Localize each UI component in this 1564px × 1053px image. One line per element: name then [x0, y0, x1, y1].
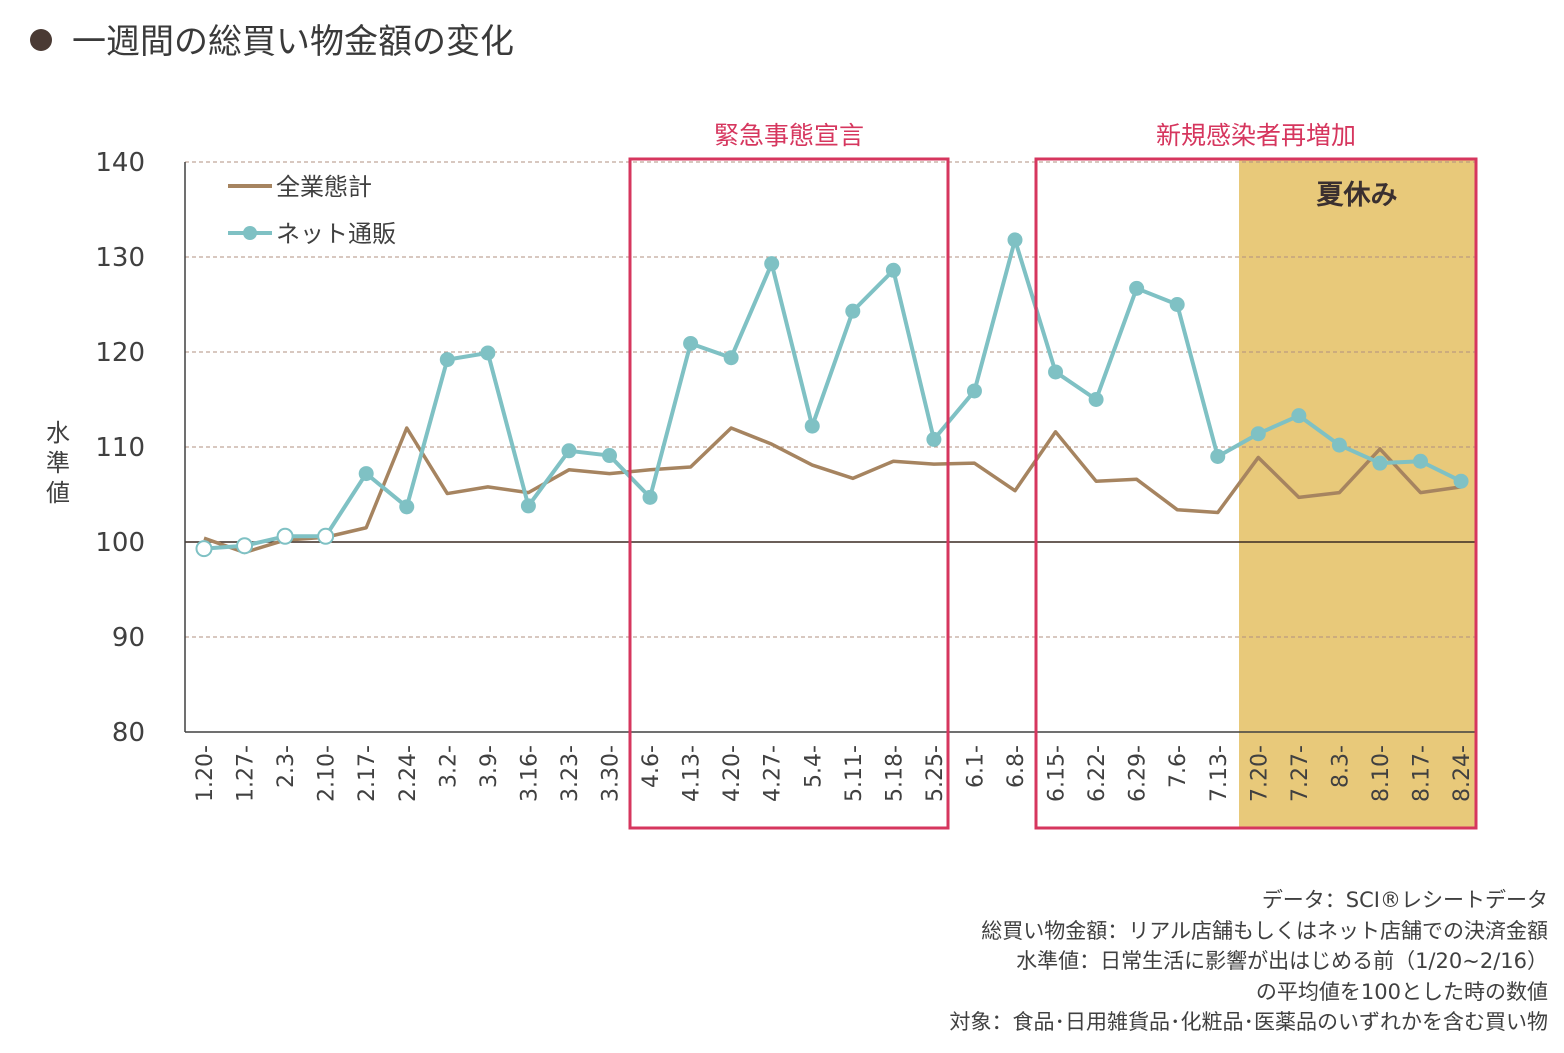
x-tick-label: 4.27-	[761, 745, 786, 802]
x-tick-label: 7.20-	[1247, 745, 1272, 802]
x-tick-label: 7.13-	[1207, 745, 1232, 802]
net-data-point	[683, 335, 699, 351]
axes: 80 90 100 110 120 130 140 1.20- 1.27- 2.3- 2.10- 2.…	[95, 148, 1476, 802]
net-data-point	[480, 345, 496, 361]
net-data-point	[1169, 297, 1185, 312]
legend-marker-net	[243, 226, 257, 240]
summer-shading	[1239, 159, 1476, 828]
resurgence-box	[1034, 157, 1478, 830]
note-line: データ：SCI®レシートデータ	[1261, 888, 1548, 912]
net-data-point	[602, 448, 617, 464]
net-data-point	[764, 256, 780, 272]
x-tick-label: 4.20-	[720, 745, 745, 802]
x-tick-label: 3.9-	[477, 745, 502, 788]
net-data-point	[926, 431, 942, 447]
x-tick-label: 8.3-	[1328, 745, 1353, 788]
net-data-point	[642, 489, 658, 505]
x-tick-label: 1.20-	[193, 745, 218, 802]
legend-label-net: ネット通販	[276, 220, 396, 248]
x-tick-label: 7.27-	[1288, 745, 1313, 802]
net-data-point	[1372, 455, 1388, 471]
chart-title: 一週間の総買い物金額の変化	[72, 22, 514, 62]
net-data-point	[195, 540, 213, 558]
y-tick-label: 100	[95, 528, 145, 558]
note-line: の平均値を100とした時の数値	[1255, 979, 1548, 1004]
x-tick-label: 5.11-	[842, 745, 867, 802]
y-axis-title-2: 準	[46, 449, 70, 477]
x-tick-label: 1.27-	[234, 745, 259, 802]
net-data-point	[885, 262, 901, 278]
summer-label: 夏休み	[1317, 180, 1398, 211]
net-data-point	[845, 303, 861, 319]
net-data-point	[439, 352, 455, 368]
y-tick-label: 90	[112, 623, 145, 653]
net-data-point	[276, 527, 294, 545]
net-data-point	[1210, 449, 1226, 464]
net-data-point	[1250, 426, 1266, 442]
series-line-net	[203, 237, 1462, 551]
x-tick-label: 6.29-	[1126, 745, 1151, 802]
net-data-point	[317, 527, 335, 545]
net-data-point	[1048, 364, 1064, 380]
series-line-all	[203, 426, 1462, 555]
net-data-point	[358, 466, 374, 482]
net-data-point	[1331, 437, 1347, 453]
y-tick-label: 140	[95, 148, 145, 178]
net-data-point	[1007, 232, 1023, 248]
x-tick-label: 8.24-	[1450, 745, 1475, 802]
x-tick-label: 2.17-	[355, 745, 380, 802]
grid-lines	[185, 161, 1476, 638]
y-tick-label: 120	[95, 338, 145, 368]
x-tick-label: 2.3-	[274, 745, 299, 788]
resurgence-label: 新規感染者再増加	[1156, 121, 1356, 150]
x-tick-label: 5.4-	[801, 745, 826, 788]
y-tick-label: 110	[95, 433, 145, 463]
y-axis-title-3: 値	[46, 479, 70, 507]
x-tick-label: 5.18-	[882, 745, 907, 802]
x-tick-label: 6.15-	[1045, 745, 1070, 802]
x-tick-label: 3.23-	[558, 745, 583, 802]
net-data-point	[236, 537, 254, 555]
title-bullet	[30, 29, 52, 51]
note-line: 水準値：日常生活に影響が出はじめる前（1/20~2/16）	[1016, 949, 1548, 973]
note-line: 総買い物金額：リアル店舗もしくはネット店舗での決済金額	[981, 918, 1548, 943]
x-tick-label: 2.24-	[396, 745, 421, 802]
x-tick-label: 6.1-	[963, 745, 988, 788]
net-data-point	[1088, 392, 1104, 407]
y-axis-title-1: 水	[46, 419, 70, 447]
emergency-box	[628, 157, 950, 830]
x-tick-label: 4.13-	[680, 745, 705, 802]
net-data-point	[399, 499, 415, 515]
y-tick-label: 80	[112, 718, 145, 748]
x-tick-label: 7.6-	[1166, 745, 1191, 788]
x-tick-label: 2.10-	[315, 745, 340, 802]
legend: 全業態計 ネット通販	[228, 173, 396, 248]
net-data-point	[1453, 473, 1469, 489]
net-data-point	[1291, 408, 1307, 424]
net-data-point	[966, 383, 982, 399]
x-tick-label: 3.30-	[599, 745, 624, 802]
net-data-point	[723, 350, 739, 366]
x-tick-label: 5.25-	[923, 745, 948, 802]
y-tick-label: 130	[95, 243, 145, 273]
net-data-point	[520, 498, 536, 514]
x-tick-label: 8.10-	[1369, 745, 1394, 802]
net-data-point	[1129, 280, 1145, 296]
emergency-label: 緊急事態宣言	[714, 121, 864, 150]
note-line: 対象：食品･日用雑貨品･化粧品･医薬品のいずれかを含む買い物	[949, 1010, 1549, 1034]
net-data-point	[804, 418, 820, 434]
notes: データ：SCI®レシートデータ 総買い物金額：リアル店舗もしくはネット店舗での決…	[950, 885, 1549, 1038]
net-data-point	[1413, 453, 1428, 469]
x-tick-label: 8.17-	[1410, 745, 1435, 802]
x-tick-label: 6.8-	[1004, 745, 1029, 788]
x-tick-label: 6.22-	[1085, 745, 1110, 802]
net-data-point	[561, 443, 577, 459]
x-tick-label: 3.16-	[517, 745, 542, 802]
legend-label-all: 全業態計	[276, 173, 372, 201]
x-tick-label: 3.2-	[436, 745, 461, 788]
x-tick-label: 4.6-	[639, 745, 664, 788]
series-layer	[195, 232, 1469, 558]
